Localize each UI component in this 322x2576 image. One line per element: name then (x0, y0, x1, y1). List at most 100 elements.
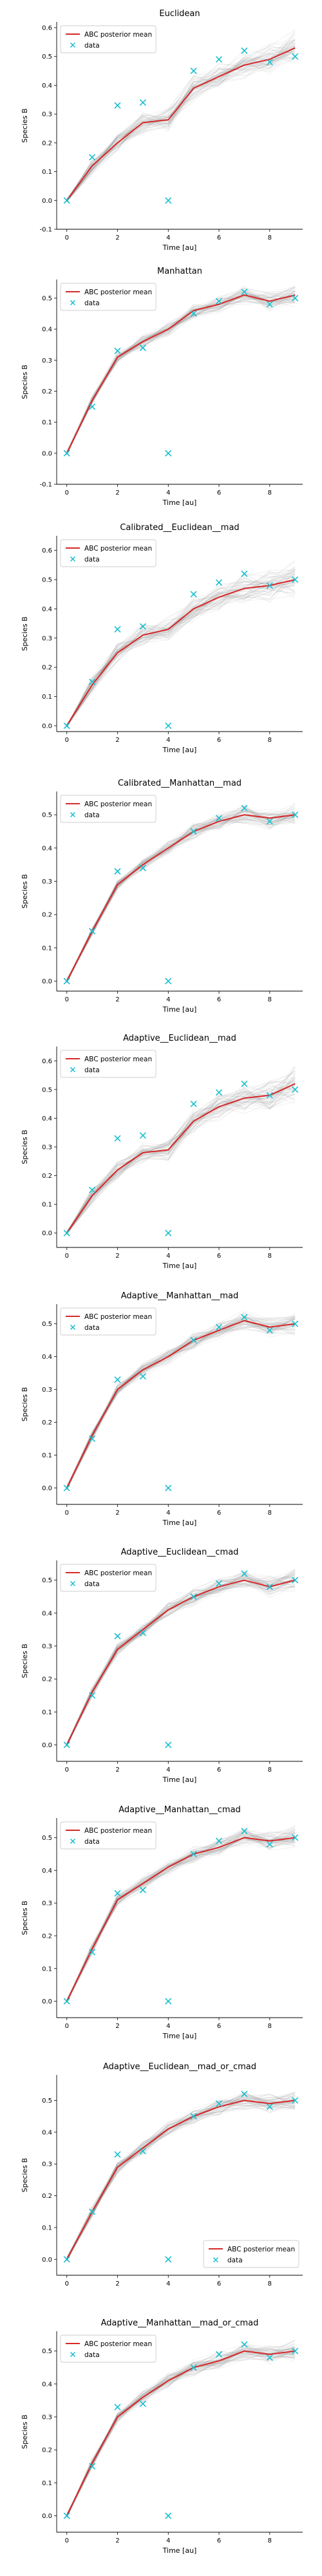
legend-swatch-data (70, 299, 76, 306)
posterior-sample-line (66, 2347, 296, 2516)
data-point (292, 1834, 299, 1841)
x-tick-label: 4 (166, 1510, 170, 1517)
posterior-sample-line (66, 576, 296, 726)
posterior-sample-line (66, 1314, 296, 1490)
posterior-sample-line (66, 1830, 296, 2003)
posterior-sample-line (66, 1569, 296, 1746)
legend-swatch-data (70, 1324, 76, 1331)
posterior-sample-line (66, 805, 296, 983)
y-tick-label: 0.2 (42, 2447, 52, 2454)
posterior-sample-line (66, 1832, 296, 2002)
data-point (241, 47, 248, 54)
posterior-sample-line (66, 576, 296, 727)
posterior-sample-line (66, 1575, 296, 1745)
posterior-sample-line (66, 1313, 296, 1487)
x-tick-label: 2 (115, 737, 119, 744)
panel-2: Manhattan 0 2 4 6 8 -0.1 0.0 0.1 0.2 0.3 0.4 0.5 Time… (21, 267, 303, 507)
posterior-sample-line (66, 48, 296, 202)
y-axis-label: Species B (21, 365, 29, 399)
posterior-sample-line (66, 573, 296, 727)
posterior-sample-line (66, 573, 296, 726)
posterior-sample-line (66, 591, 296, 726)
data-point (190, 1337, 197, 1344)
posterior-sample-line (66, 1825, 296, 2002)
posterior-sample-line (66, 1081, 296, 1232)
posterior-sample-line (66, 1579, 296, 1745)
posterior-sample-line (66, 583, 296, 726)
posterior-sample-line (66, 1568, 296, 1746)
posterior-sample-line (66, 1318, 296, 1490)
data-point (89, 1186, 96, 1193)
data-point (266, 59, 273, 66)
data-point (292, 1086, 299, 1093)
data-point (139, 1373, 146, 1380)
posterior-sample-line (66, 572, 296, 726)
x-tick-label: 0 (65, 489, 69, 497)
posterior-mean-line (66, 2099, 296, 2260)
data-point (89, 678, 96, 685)
y-tick-label: 0.3 (42, 878, 52, 886)
posterior-sample-line (66, 579, 296, 726)
y-tick-label: 0.5 (42, 1321, 52, 1328)
data-point (241, 570, 248, 578)
posterior-sample-line (66, 582, 296, 727)
posterior-sample-line (66, 1311, 296, 1490)
data-point (292, 2347, 299, 2354)
data-point (266, 2354, 273, 2361)
data-point (215, 1323, 223, 1331)
posterior-sample-line (66, 581, 296, 728)
posterior-sample-line (66, 2092, 296, 2260)
y-tick-label: 0.3 (42, 1900, 52, 1908)
x-tick-label: 8 (268, 2537, 272, 2544)
data-point (165, 197, 172, 204)
data-point (190, 591, 197, 598)
posterior-sample-line (66, 808, 296, 981)
x-tick-label: 6 (217, 2537, 221, 2544)
posterior-samples (66, 1310, 296, 1491)
posterior-sample-line (66, 581, 296, 726)
posterior-sample-line (66, 576, 296, 727)
posterior-sample-line (66, 1088, 296, 1233)
data-point (215, 298, 223, 305)
legend-label-mean: ABC posterior mean (84, 2340, 152, 2348)
legend: ABC posterior mean data (60, 795, 156, 823)
posterior-sample-line (66, 1829, 296, 2000)
posterior-sample-line (66, 802, 296, 983)
legend-label-mean: ABC posterior mean (84, 1313, 152, 1321)
posterior-sample-line (66, 569, 296, 728)
posterior-sample-line (66, 43, 296, 200)
posterior-sample-line (66, 46, 296, 200)
posterior-sample-line (66, 290, 296, 454)
posterior-sample-line (66, 2353, 296, 2517)
posterior-sample-line (66, 1084, 296, 1235)
y-axis-label: Species B (21, 1643, 29, 1678)
y-tick-label: 0.2 (42, 388, 52, 395)
posterior-sample-line (66, 1318, 296, 1490)
posterior-sample-line (66, 299, 296, 456)
posterior-samples (66, 1568, 296, 1747)
legend-swatch-data (70, 1066, 76, 1073)
y-tick-label: 0.0 (42, 723, 52, 730)
data-point (190, 828, 197, 835)
posterior-sample-line (66, 567, 296, 726)
posterior-sample-line (66, 1072, 296, 1235)
posterior-sample-line (66, 813, 296, 980)
y-tick-label: -0.1 (39, 482, 52, 489)
posterior-sample-line (66, 2094, 296, 2261)
posterior-sample-line (66, 290, 296, 453)
legend-label-mean: ABC posterior mean (84, 1569, 152, 1577)
posterior-sample-line (66, 1832, 296, 2002)
posterior-sample-line (66, 569, 296, 726)
posterior-sample-line (66, 581, 296, 727)
legend-box (203, 2240, 299, 2268)
posterior-sample-line (66, 1575, 296, 1745)
y-tick-label: 0.4 (42, 2129, 52, 2136)
posterior-sample-line (66, 1316, 296, 1490)
posterior-sample-line (66, 582, 296, 727)
x-tick-label: 4 (166, 2537, 170, 2544)
posterior-sample-line (66, 581, 296, 726)
posterior-sample-line (66, 1317, 296, 1489)
posterior-sample-line (66, 808, 296, 982)
x-tick-label: 4 (166, 1766, 170, 1774)
